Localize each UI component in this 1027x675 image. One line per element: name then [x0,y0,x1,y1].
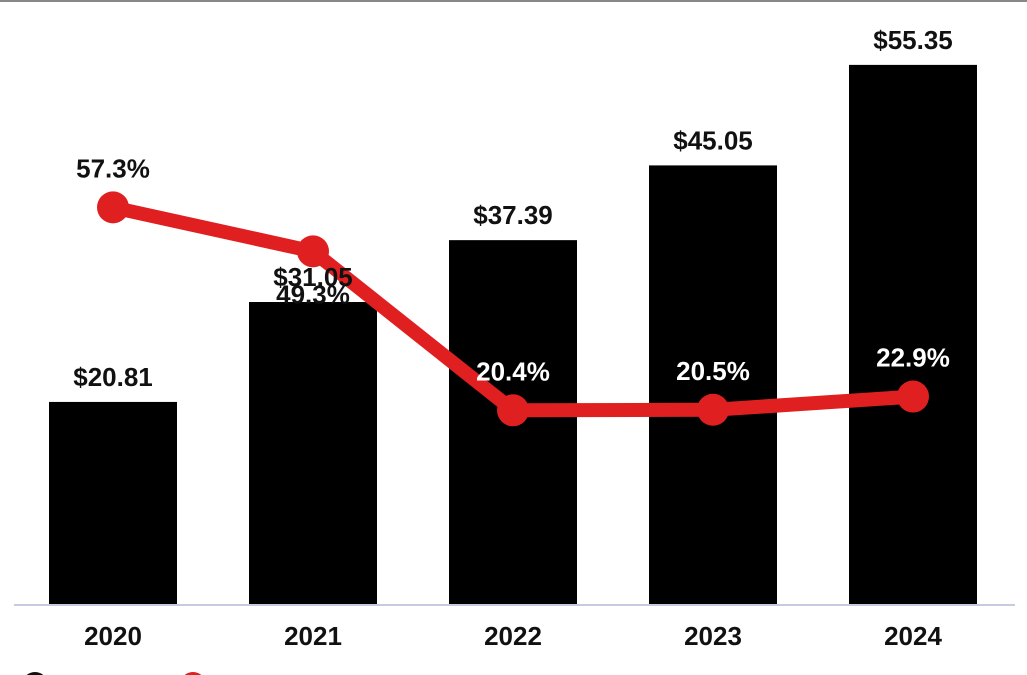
growth-label-2024: 22.9% [876,343,950,373]
growth-point-2023 [697,393,729,426]
x-tick-labels: 2020 2021 2022 2023 2024 [84,621,942,651]
bar-value-label-2023: $45.05 [673,125,753,155]
growth-point-2021 [297,235,329,268]
legend [26,672,202,675]
growth-point-2022 [497,394,529,427]
x-tick-2022: 2022 [484,621,542,651]
x-tick-2023: 2023 [684,621,742,651]
growth-line-layer [97,191,929,427]
bar-value-label-2022: $37.39 [473,200,553,230]
legend-marker-growth [184,672,202,675]
bars-layer [49,64,977,606]
bar-2024 [849,64,977,606]
growth-label-2022: 20.4% [476,356,550,386]
bar-value-label-2021: $31.05 [273,262,353,292]
bar-2021 [249,302,377,605]
x-tick-2024: 2024 [884,621,942,651]
x-tick-2020: 2020 [84,621,142,651]
x-tick-2021: 2021 [284,621,342,651]
labels-layer: $20.81 $31.05 $37.39 $45.05 $55.35 57.3% 49.3%… [73,25,953,392]
growth-label-2021: 49.3% [276,279,350,309]
bar-2023 [649,165,777,605]
bar-value-label-2020: $20.81 [73,362,153,392]
legend-marker-bars [26,672,44,675]
bar-value-label-2024: $55.35 [873,25,953,55]
growth-point-2024 [897,380,929,413]
growth-label-2020: 57.3% [76,153,150,183]
growth-point-2020 [97,191,129,224]
bar-2020 [49,401,177,605]
growth-label-2023: 20.5% [676,356,750,386]
